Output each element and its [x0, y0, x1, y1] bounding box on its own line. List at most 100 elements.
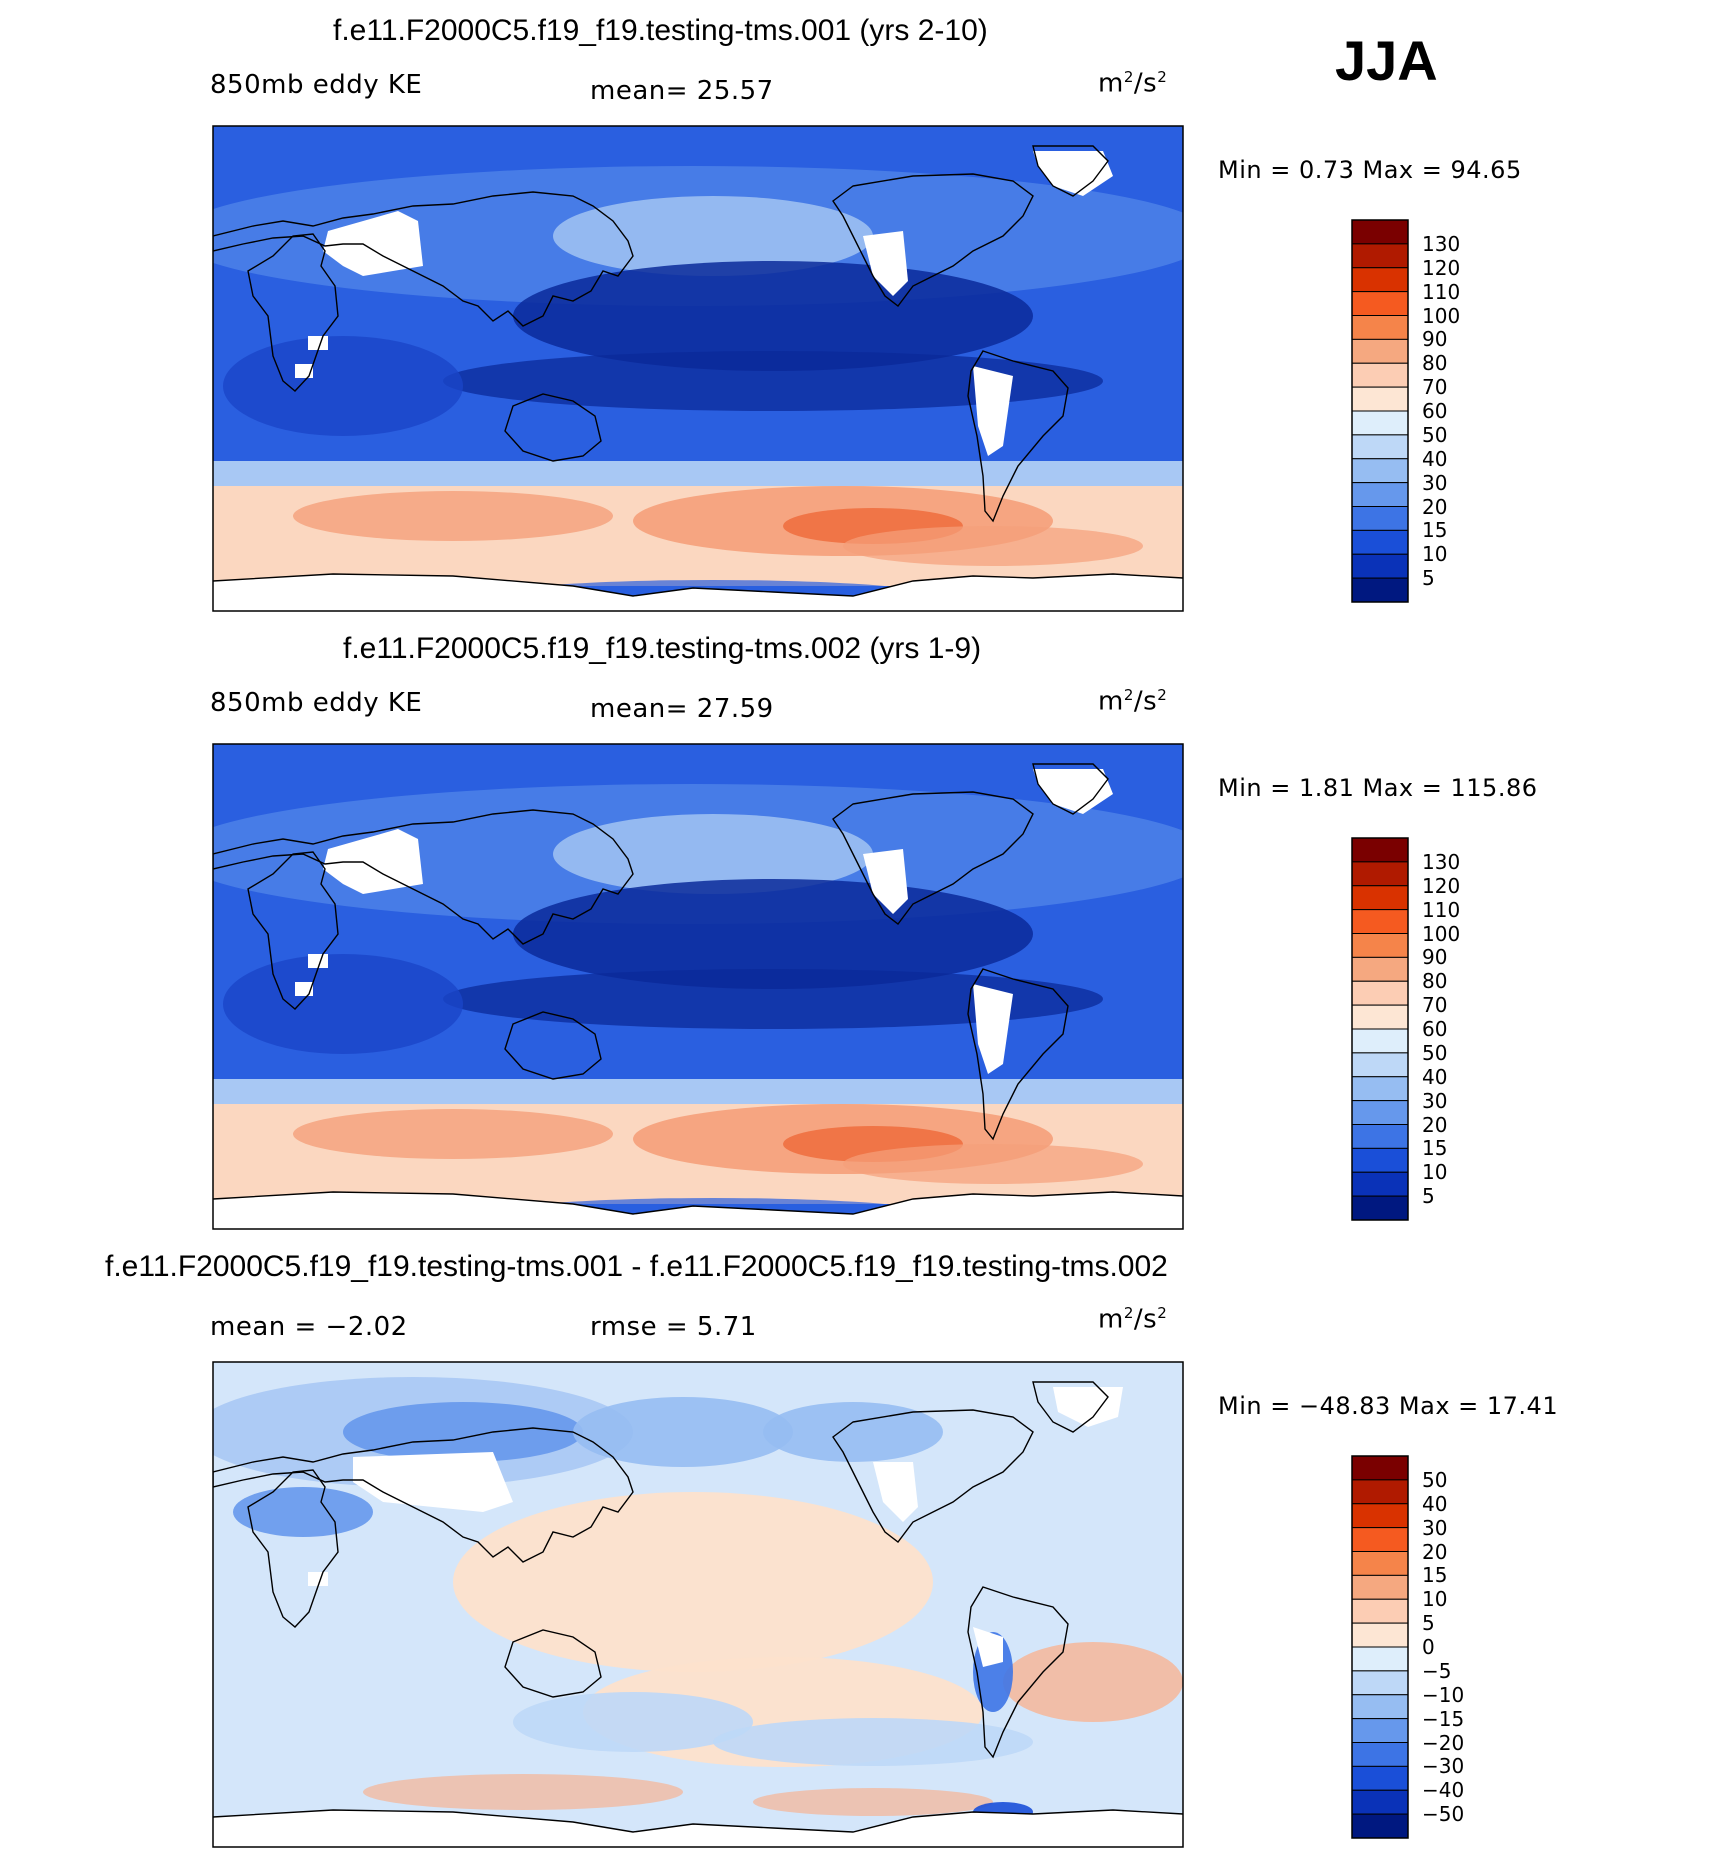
panel1-tibet-mask [323, 211, 423, 276]
panel1-coastline-6 [1032, 145, 1109, 197]
panel2-mean-label: mean= 27.59 [590, 694, 774, 724]
panel2-title: f.e11.F2000C5.f19_f19.testing-tms.002 (y… [343, 632, 982, 665]
panel3-colorbar-tick-label: 40 [1422, 1491, 1448, 1516]
panel3-colorbar-tick-label: −30 [1422, 1754, 1465, 1779]
panel2-rockies-mask [863, 849, 908, 914]
panel1-indian-ocean [223, 336, 463, 436]
panel2-drake-passage-max [843, 1144, 1143, 1184]
panel1-colorbar-swatch [1351, 529, 1409, 555]
panel3-greenland-mask [1053, 1387, 1123, 1427]
panel3-colorbar-swatch [1351, 1598, 1409, 1624]
panel2-colorbar-tick-label: 30 [1422, 1088, 1448, 1113]
panel1-title: f.e11.F2000C5.f19_f19.testing-tms.001 (y… [333, 14, 988, 47]
panel2-colorbar-tick-label: 70 [1422, 993, 1448, 1018]
panel1-minmax: Min = 0.73 Max = 94.65 [1218, 156, 1522, 184]
panel3-colorbar-tick-label: −20 [1422, 1730, 1465, 1755]
panel3-south-indian-negative [513, 1692, 753, 1752]
panel2-coastline-antarctica [213, 1191, 1183, 1215]
panel1-africa-mask-b [295, 364, 313, 378]
panel2-colorbar-swatch [1351, 837, 1409, 863]
panel3-colorbar-tick-label: −5 [1422, 1658, 1452, 1683]
panel1-colorbar-swatch [1351, 482, 1409, 507]
panel3-africa-mask-a [308, 1572, 328, 1586]
panel3-colorbar-tick-label: −40 [1422, 1778, 1465, 1803]
panel3-colorbar-tick-label: 0 [1422, 1635, 1435, 1659]
panel3-coastline-antarctica [213, 1809, 1183, 1833]
panel2-units: m2/s2 [1098, 686, 1168, 717]
panel1-andes-mask [973, 366, 1013, 456]
panel1-tropical-pacific-deep [513, 261, 1033, 371]
panel1-colorbar-swatch [1351, 243, 1409, 269]
panel1-africa-mask-a [308, 336, 328, 350]
panel2-colorbar-frame [1351, 837, 1409, 1221]
panel1-colorbar-tick-label: 40 [1422, 446, 1448, 471]
panel3-map [212, 1361, 1184, 1848]
panel2-coastline-5 [504, 1011, 602, 1080]
panel2-colorbar-tick-label: 90 [1422, 945, 1448, 970]
panel1-mean-label: mean= 25.57 [590, 76, 774, 106]
panel3-title: f.e11.F2000C5.f19_f19.testing-tms.001 - … [105, 1250, 1168, 1283]
panel3-colorbar-tick-label: 5 [1422, 1611, 1435, 1636]
panel1-coastline-4 [967, 350, 1069, 523]
panel3-south-indian-positive [363, 1774, 683, 1810]
panel2-colorbar-swatch [1351, 861, 1409, 887]
panel1-colorbar-tick-label: 15 [1422, 518, 1448, 543]
panel1-variable-label: 850mb eddy KE [210, 70, 423, 100]
panel1-colorbar-swatch [1351, 362, 1409, 388]
panel3-colorbar-tick-label: 10 [1422, 1587, 1448, 1612]
panel3-colorbar-tick-label: −15 [1422, 1706, 1465, 1731]
panel2-colorbar-tick-label: 130 [1422, 849, 1461, 874]
panel2-colorbar-swatch [1351, 1147, 1409, 1173]
panel2-colorbar-swatch [1351, 956, 1409, 982]
panel2-colorbar-swatch [1351, 1028, 1409, 1054]
panel3-colorbar-tick-label: 50 [1422, 1467, 1448, 1492]
panel1-map-frame [212, 125, 1184, 612]
panel1-colorbar-swatch [1351, 338, 1409, 364]
panel2-coastline-4 [967, 968, 1069, 1141]
panel1-colorbar-tick-label: 120 [1422, 255, 1461, 280]
panel3-colorbar-tick-label: −50 [1422, 1802, 1465, 1827]
panel1-equatorial-deep [443, 351, 1103, 411]
panel2-field [213, 744, 1183, 1229]
panel1-colorbar-tick-label: 5 [1422, 566, 1435, 591]
panel3-colorbar-swatch [1351, 1694, 1409, 1720]
panel1-colorbar-tick-label: 20 [1422, 494, 1448, 519]
panel1-colorbar-swatch [1351, 386, 1409, 412]
panel3-field [213, 1362, 1183, 1847]
panel1-colorbar-swatch [1351, 315, 1409, 340]
panel1-colorbar-tick-label: 90 [1422, 327, 1448, 352]
panel1-colorbar-swatch [1351, 458, 1409, 484]
panel2-colorbar-tick-label: 120 [1422, 873, 1461, 898]
panel2-equatorial-deep [443, 969, 1103, 1029]
panel3-colorbar-swatch [1351, 1765, 1409, 1791]
panel3-map-frame [212, 1361, 1184, 1848]
panel2-africa-mask-a [308, 954, 328, 968]
panel3-minmax: Min = −48.83 Max = 17.41 [1218, 1392, 1559, 1420]
panel3-coastline-2 [213, 1427, 634, 1563]
panel2-colorbar-swatch [1351, 1052, 1409, 1078]
panel3-colorbar-swatch [1351, 1718, 1409, 1743]
panel2-colorbar-swatch [1351, 980, 1409, 1006]
panel1-colorbar-tick-label: 30 [1422, 470, 1448, 495]
panel3-andes-mask [973, 1627, 1003, 1667]
panel2-colorbar-tick-label: 20 [1422, 1112, 1448, 1137]
panel1-coastline-3 [832, 173, 1034, 307]
panel1-colorbar-tick-label: 110 [1422, 279, 1461, 304]
panel2-tibet-mask [323, 829, 423, 894]
panel2-greenland-mask [1033, 769, 1113, 814]
panel3-rmse-label: rmse = 5.71 [590, 1312, 757, 1342]
panel2-colorbar-swatch [1351, 933, 1409, 958]
panel1-colorbar-tick-label: 70 [1422, 375, 1448, 400]
panel3-coastline-5 [504, 1629, 602, 1698]
panel1-colorbar-tick-label: 130 [1422, 231, 1461, 256]
panel3-north-pacific-negative [573, 1397, 793, 1467]
panel2-minmax: Min = 1.81 Max = 115.86 [1218, 774, 1538, 802]
panel1-greenland-mask [1033, 151, 1113, 196]
panel3-antarctica-land [213, 1810, 1183, 1847]
panel3-colorbar-swatch [1351, 1813, 1409, 1839]
panel2-colorbar [1351, 837, 1409, 1221]
panel3-colorbar-swatch [1351, 1646, 1409, 1672]
panel2-indian-ocean [223, 954, 463, 1054]
panel2-colorbar-swatch [1351, 909, 1409, 934]
